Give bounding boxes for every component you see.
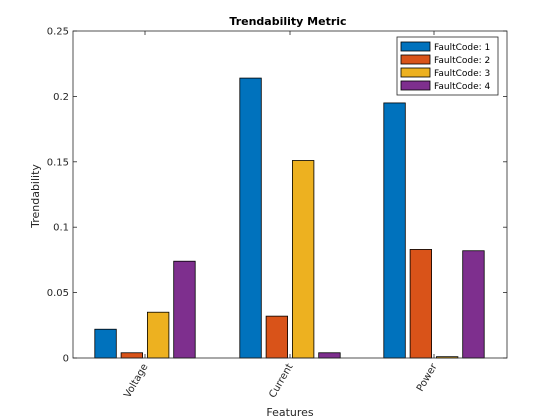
- x-tick-label-current: Current: [267, 362, 295, 400]
- bar-1-current: [239, 77, 262, 359]
- bar-1-power: [383, 102, 406, 359]
- x-axis-label: Features: [266, 406, 314, 419]
- y-tick-label: 0.1: [53, 223, 69, 234]
- y-tick-label: 0: [63, 354, 69, 365]
- bar-2-power: [409, 249, 433, 359]
- bar-4-power: [462, 250, 485, 359]
- bar-4-voltage: [173, 260, 196, 359]
- y-tick-label: 0.05: [47, 288, 69, 299]
- y-tick-label: 0.25: [47, 27, 69, 38]
- legend-swatch-1: [400, 41, 431, 52]
- y-axis-label: Trendability: [29, 164, 42, 229]
- bar-1-voltage: [94, 328, 117, 359]
- chart-title: Trendability Metric: [229, 15, 346, 28]
- x-tick-label-power: Power: [415, 361, 440, 393]
- bar-3-current: [291, 160, 315, 359]
- bar-4-current: [318, 352, 341, 359]
- bar-3-voltage: [146, 311, 170, 359]
- y-tick-label: 0.15: [47, 157, 69, 168]
- legend-label-1: FaultCode: 1: [434, 43, 490, 53]
- legend-label-2: FaultCode: 2: [434, 56, 490, 66]
- bar-2-voltage: [120, 352, 143, 359]
- legend-swatch-4: [400, 80, 431, 91]
- legend-label-3: FaultCode: 3: [434, 69, 490, 79]
- legend-label-4: FaultCode: 4: [434, 82, 491, 92]
- y-tick-label: 0.2: [53, 92, 69, 103]
- x-tick-label-voltage: Voltage: [122, 362, 150, 400]
- legend: FaultCode: 1 FaultCode: 2 FaultCode: 3 Faul…: [396, 36, 499, 96]
- legend-swatch-3: [400, 67, 431, 78]
- bar-2-current: [265, 315, 289, 359]
- legend-swatch-2: [400, 54, 431, 65]
